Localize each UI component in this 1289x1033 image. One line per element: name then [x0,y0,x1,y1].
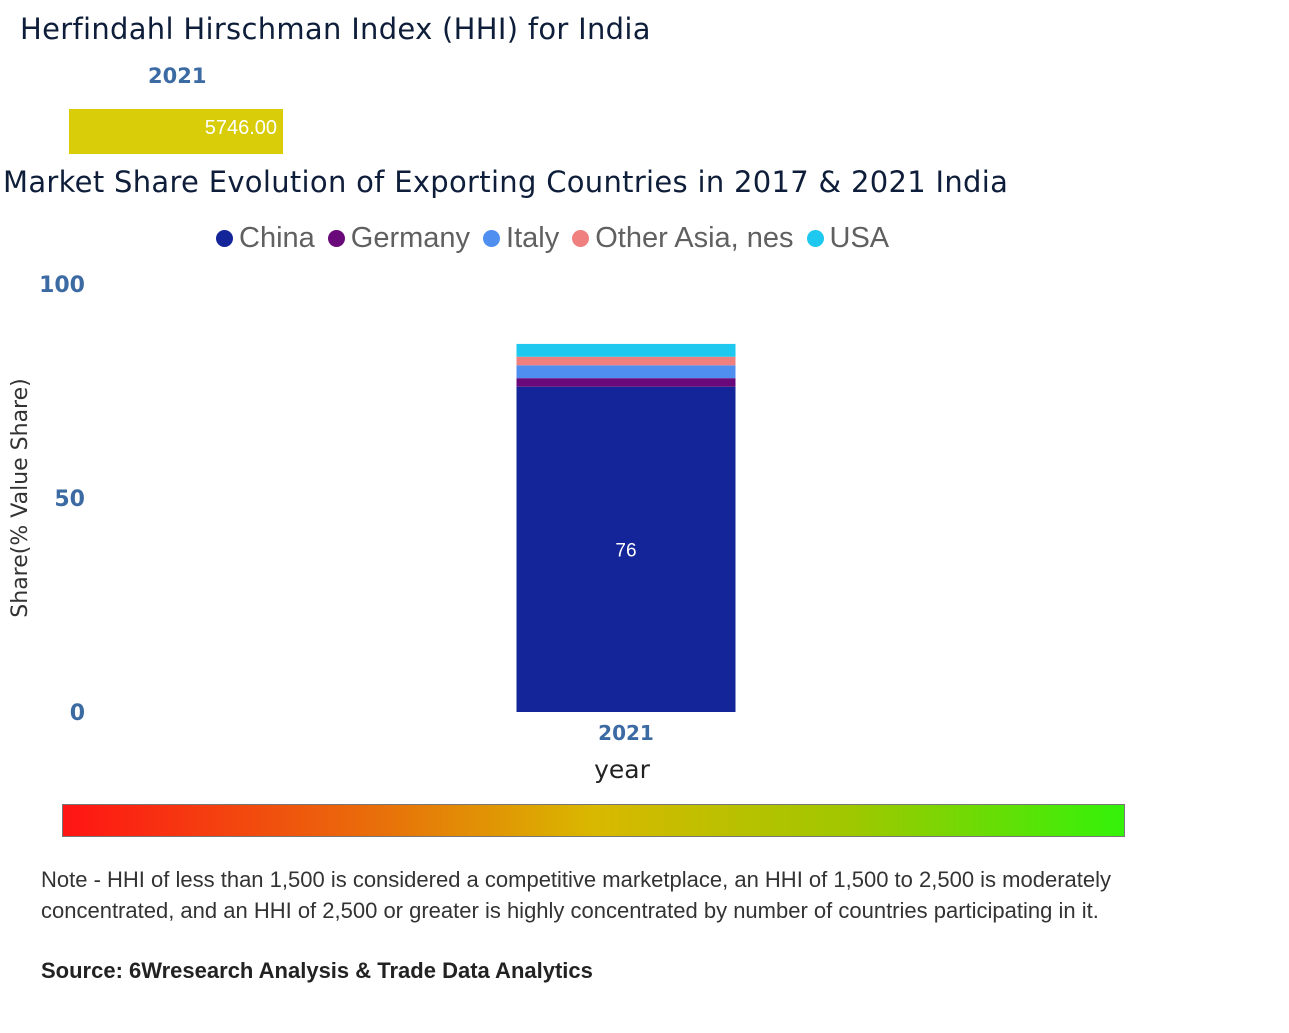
legend-item-italy[interactable]: Italy [483,222,559,255]
legend-item-germany[interactable]: Germany [327,222,471,255]
bar-segment-china [516,386,736,712]
y-tick-label: 100 [39,273,85,298]
hhi-title: Herfindahl Hirschman Index (HHI) for Ind… [20,12,651,46]
legend-dot-usa-icon [806,230,824,247]
data-label: 76 [615,540,636,561]
legend-label: Other Asia, nes [595,222,794,254]
y-tick-label: 50 [54,487,85,512]
x-axis-label: year [594,755,650,784]
legend-dot-italy-icon [483,230,501,247]
note-text: Note - HHI of less than 1,500 is conside… [41,867,1111,923]
legend-label: USA [829,222,890,254]
bar-segment-usa [516,343,736,357]
legend-item-other-asia[interactable]: Other Asia, nes [572,222,794,255]
y-tick-label: 0 [70,701,85,726]
source-text: Source: 6Wresearch Analysis & Trade Data… [41,958,593,983]
legend-label: China [239,222,315,254]
bar-segment-germany [516,378,736,387]
hhi-year-label: 2021 [148,64,207,88]
bar-segment-italy [516,365,736,379]
legend-dot-germany-icon [327,230,345,247]
stacked-bar-chart: 0 50 100 Share(% Value Share) 76 2021 year [8,273,736,784]
x-tick-label: 2021 [598,721,654,745]
legend-dot-china-icon [216,230,233,247]
legend-dot-other-asia-icon [572,230,590,247]
chart-legend: China Germany Italy Other Asia, nes USA [216,222,902,255]
hhi-color-scale [62,804,1125,837]
legend-item-china[interactable]: China [216,222,315,255]
y-axis-label: Share(% Value Share) [8,378,33,617]
legend-label: Germany [350,222,471,254]
legend-item-usa[interactable]: USA [806,222,890,255]
legend-label: Italy [506,222,560,254]
hhi-value: 5746.00 [204,117,277,139]
hhi-value-bar: 5746.00 [69,109,283,154]
chart-title: Market Share Evolution of Exporting Coun… [3,165,1009,199]
bar-segment-other-asia-nes [516,356,736,366]
